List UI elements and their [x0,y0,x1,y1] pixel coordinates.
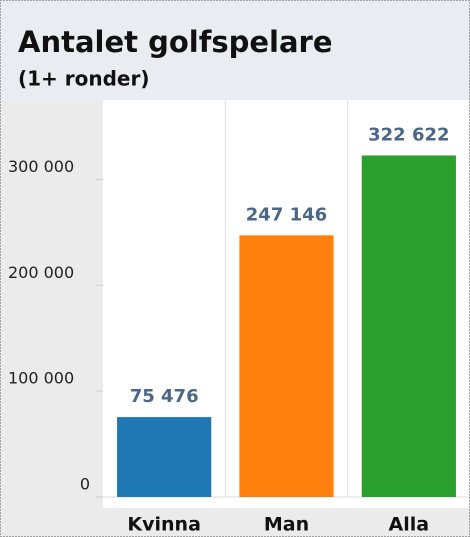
y-tick-label: 100 000 [8,369,74,388]
bar [239,235,334,497]
title-band [0,0,470,100]
y-axis-band [0,100,103,537]
y-tick-label: 300 000 [8,157,74,176]
bar [361,155,456,497]
y-tick-label: 0 [80,475,90,494]
x-tick-label: Kvinna [127,514,201,536]
x-tick-label: Man [264,514,309,536]
value-label: 322 622 [368,124,449,145]
value-label: 247 146 [246,204,327,225]
value-label: 75 476 [130,386,199,407]
x-axis-band [103,508,470,537]
chart-title: Antalet golfspelare [18,25,333,59]
y-tick-label: 200 000 [8,263,74,282]
chart-subtitle: (1+ ronder) [18,67,150,91]
bar [117,417,212,497]
x-tick-label: Alla [389,514,430,536]
